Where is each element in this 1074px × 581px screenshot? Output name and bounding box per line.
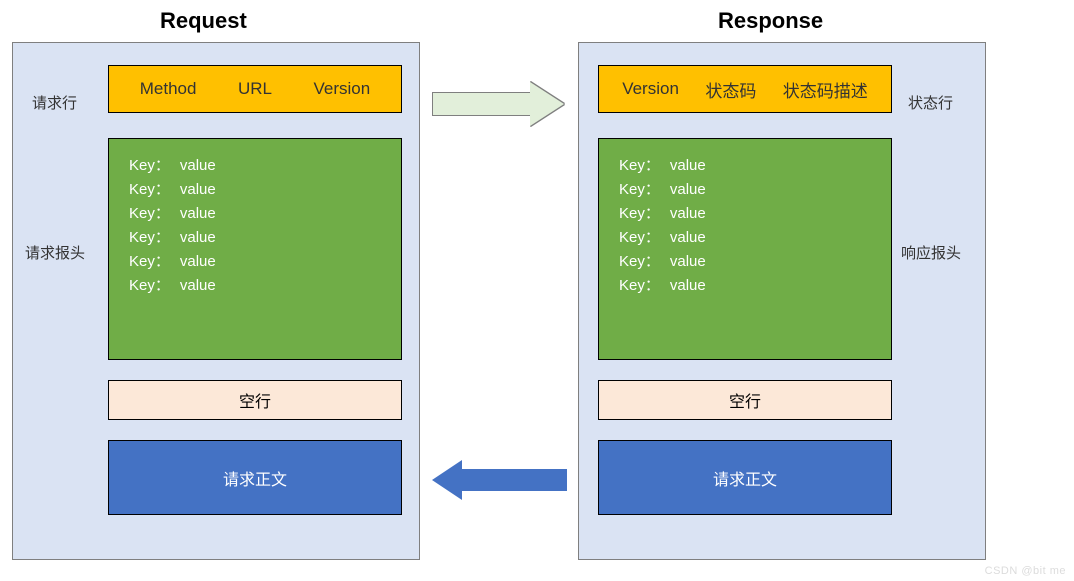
kv-value: value: [180, 178, 216, 202]
request-header-item: Version: [314, 79, 371, 99]
kv-value: value: [670, 250, 706, 274]
response-header-box: Version 状态码 状态码描述: [598, 65, 892, 113]
kv-key: Key：: [129, 250, 170, 274]
response-blank-box: 空行: [598, 380, 892, 420]
kv-row: Key： value: [619, 178, 706, 202]
kv-value: value: [670, 202, 706, 226]
arrow-response-to-request: [432, 460, 567, 500]
request-headers-label: 请求报头: [25, 242, 85, 263]
kv-row: Key： value: [619, 274, 706, 298]
request-header-item: Method: [140, 79, 197, 99]
response-header-item: 状态码: [705, 77, 756, 102]
kv-value: value: [670, 154, 706, 178]
kv-row: Key： value: [619, 226, 706, 250]
request-kv-box: Key：valueKey：valueKey：valueKey：valueKey：…: [108, 138, 402, 360]
arrow-request-to-response: [432, 82, 564, 126]
request-header-item: URL: [238, 79, 272, 99]
kv-row: Key： value: [619, 154, 706, 178]
kv-value: value: [670, 226, 706, 250]
request-line-label: 请求行: [32, 92, 77, 113]
kv-row: Key： value: [129, 226, 216, 250]
response-headers-label: 响应报头: [901, 242, 961, 263]
request-body-box: 请求正文: [108, 440, 402, 515]
watermark: CSDN @bit me: [985, 565, 1066, 577]
kv-key: Key：: [129, 274, 170, 298]
arrow-shaft: [462, 469, 567, 491]
response-body-label: 请求正文: [713, 466, 777, 490]
request-header-box: Method URL Version: [108, 65, 402, 113]
response-blank-label: 空行: [729, 388, 761, 412]
request-blank-box: 空行: [108, 380, 402, 420]
arrow-head-icon: [432, 460, 462, 500]
kv-row: Key： value: [129, 154, 216, 178]
kv-key: Key：: [619, 274, 660, 298]
response-header-item: Version: [622, 79, 679, 99]
kv-key: Key：: [129, 226, 170, 250]
kv-key: Key：: [619, 226, 660, 250]
request-title: Request: [160, 8, 247, 34]
arrow-shaft: [432, 92, 530, 116]
kv-key: Key：: [129, 202, 170, 226]
kv-key: Key：: [129, 178, 170, 202]
request-body-label: 请求正文: [223, 466, 287, 490]
kv-row: Key： value: [129, 274, 216, 298]
kv-value: value: [180, 154, 216, 178]
kv-row: Key： value: [619, 202, 706, 226]
response-line-label: 状态行: [908, 92, 953, 113]
response-title: Response: [718, 8, 823, 34]
kv-value: value: [670, 274, 706, 298]
response-kv-box: Key：valueKey：valueKey：valueKey：valueKey：…: [598, 138, 892, 360]
kv-row: Key： value: [619, 250, 706, 274]
response-body-box: 请求正文: [598, 440, 892, 515]
kv-key: Key：: [619, 178, 660, 202]
request-blank-label: 空行: [239, 388, 271, 412]
kv-value: value: [180, 202, 216, 226]
kv-key: Key：: [129, 154, 170, 178]
kv-row: Key： value: [129, 178, 216, 202]
kv-key: Key：: [619, 202, 660, 226]
kv-key: Key：: [619, 154, 660, 178]
kv-row: Key： value: [129, 250, 216, 274]
kv-value: value: [180, 226, 216, 250]
response-header-item: 状态码描述: [783, 77, 868, 102]
kv-row: Key： value: [129, 202, 216, 226]
kv-value: value: [670, 178, 706, 202]
kv-key: Key：: [619, 250, 660, 274]
kv-value: value: [180, 250, 216, 274]
arrow-head-icon: [530, 82, 564, 126]
kv-value: value: [180, 274, 216, 298]
